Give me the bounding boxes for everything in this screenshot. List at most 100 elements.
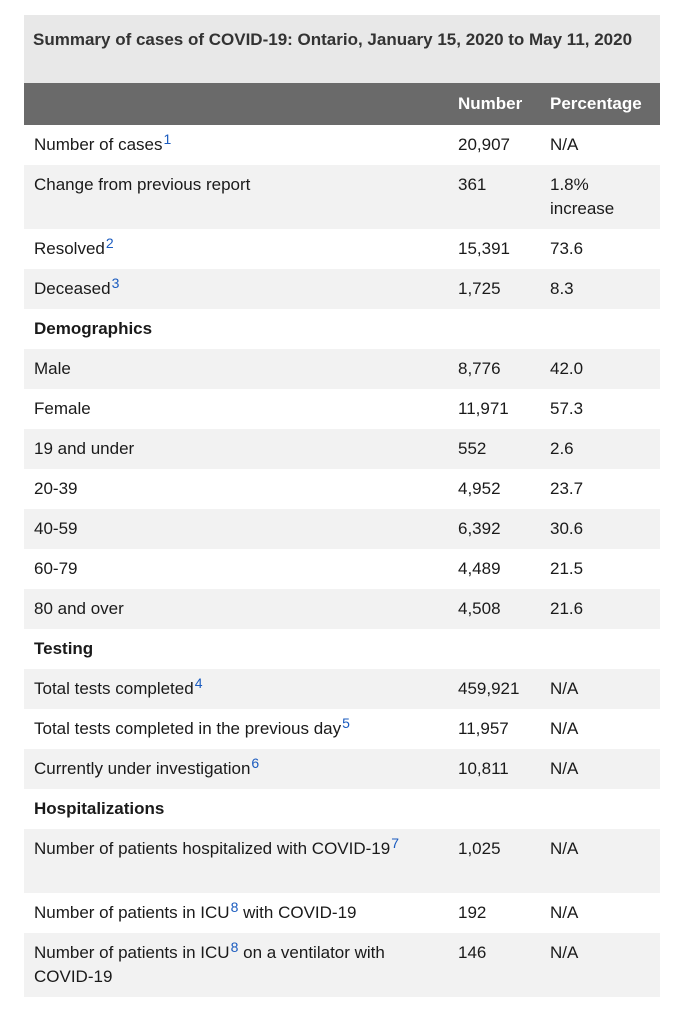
row-label-cell: Currently under investigation6 <box>24 749 448 789</box>
row-label-cell: Number of patients in ICU8 with COVID-19 <box>24 893 448 933</box>
row-label: Change from previous report <box>34 175 251 194</box>
footnote-link[interactable]: 8 <box>230 899 239 915</box>
row-percentage: 73.6 <box>542 229 660 269</box>
row-label-cell: Deceased3 <box>24 269 448 309</box>
table-row: 19 and under 552 2.6 <box>24 429 660 469</box>
row-label: 20-39 <box>34 479 78 498</box>
row-number: 146 <box>448 933 542 997</box>
row-number: 361 <box>448 165 542 229</box>
section-header-row: Testing <box>24 629 660 669</box>
row-label: 80 and over <box>34 599 124 618</box>
row-label: 40-59 <box>34 519 78 538</box>
row-label-cell: 20-39 <box>24 469 448 509</box>
row-number: 10,811 <box>448 749 542 789</box>
row-label: 60-79 <box>34 559 78 578</box>
table-row: Currently under investigation6 10,811 N/A <box>24 749 660 789</box>
row-label: Number of cases <box>34 135 163 154</box>
row-percentage: 42.0 <box>542 349 660 389</box>
row-label-continuation: with COVID-19 <box>238 903 357 922</box>
table-caption: Summary of cases of COVID-19: Ontario, J… <box>24 15 660 83</box>
section-title: Testing <box>24 629 660 669</box>
row-label-continuation: on a ventilator with COVID-19 <box>34 943 385 986</box>
row-label: Total tests completed in the previous da… <box>34 719 342 738</box>
footnote-link[interactable]: 7 <box>391 835 400 851</box>
row-percentage: 2.6 <box>542 429 660 469</box>
table-row: 20-39 4,952 23.7 <box>24 469 660 509</box>
row-label-cell: Number of patients in ICU8 on a ventilat… <box>24 933 448 997</box>
row-percentage: N/A <box>542 829 660 893</box>
row-label: 19 and under <box>34 439 135 458</box>
row-label: Male <box>34 359 71 378</box>
row-number: 11,971 <box>448 389 542 429</box>
row-percentage: N/A <box>542 709 660 749</box>
footnote-link[interactable]: 8 <box>230 939 239 955</box>
row-number: 20,907 <box>448 125 542 165</box>
row-number: 8,776 <box>448 349 542 389</box>
row-label-cell: Change from previous report <box>24 165 448 229</box>
row-label-cell: Resolved2 <box>24 229 448 269</box>
footnote-link[interactable]: 2 <box>105 235 114 251</box>
row-percentage: 23.7 <box>542 469 660 509</box>
row-label: Number of patients hospitalized with COV… <box>34 839 391 858</box>
table-row: Number of patients in ICU8 with COVID-19… <box>24 893 660 933</box>
row-number: 11,957 <box>448 709 542 749</box>
header-label <box>24 83 448 125</box>
row-percentage: N/A <box>542 749 660 789</box>
footnote-link[interactable]: 3 <box>111 275 120 291</box>
row-label-cell: Male <box>24 349 448 389</box>
row-number: 192 <box>448 893 542 933</box>
covid-summary-table-container: Summary of cases of COVID-19: Ontario, J… <box>24 15 660 997</box>
row-percentage: N/A <box>542 933 660 997</box>
table-body: Number of cases1 20,907 N/A Change from pre… <box>24 125 660 997</box>
row-number: 4,489 <box>448 549 542 589</box>
row-label-cell: 60-79 <box>24 549 448 589</box>
footnote-link[interactable]: 6 <box>251 755 260 771</box>
footnote-link[interactable]: 1 <box>163 131 172 147</box>
table-header-row: Number Percentage <box>24 83 660 125</box>
row-label-cell: Number of cases1 <box>24 125 448 165</box>
row-label-cell: 19 and under <box>24 429 448 469</box>
row-label-cell: Number of patients hospitalized with COV… <box>24 829 448 893</box>
row-percentage: 8.3 <box>542 269 660 309</box>
row-number: 552 <box>448 429 542 469</box>
row-percentage: 21.6 <box>542 589 660 629</box>
row-number: 4,952 <box>448 469 542 509</box>
row-label: Number of patients in ICU <box>34 943 230 962</box>
section-header-row: Hospitalizations <box>24 789 660 829</box>
covid-summary-table: Number Percentage Number of cases1 20,907… <box>24 83 660 997</box>
table-row: Total tests completed4 459,921 N/A <box>24 669 660 709</box>
row-label-cell: Total tests completed4 <box>24 669 448 709</box>
row-label: Resolved <box>34 239 105 258</box>
table-row: Female 11,971 57.3 <box>24 389 660 429</box>
row-percentage: N/A <box>542 669 660 709</box>
section-title: Hospitalizations <box>24 789 660 829</box>
header-percentage: Percentage <box>542 83 660 125</box>
row-label: Number of patients in ICU <box>34 903 230 922</box>
row-number: 15,391 <box>448 229 542 269</box>
row-percentage: 57.3 <box>542 389 660 429</box>
row-label: Female <box>34 399 91 418</box>
row-label-cell: Total tests completed in the previous da… <box>24 709 448 749</box>
row-number: 4,508 <box>448 589 542 629</box>
table-row: Male 8,776 42.0 <box>24 349 660 389</box>
footnote-link[interactable]: 5 <box>342 715 350 731</box>
row-percentage: 21.5 <box>542 549 660 589</box>
row-number: 459,921 <box>448 669 542 709</box>
row-label-cell: Female <box>24 389 448 429</box>
row-label-cell: 80 and over <box>24 589 448 629</box>
row-percentage: 30.6 <box>542 509 660 549</box>
row-percentage: N/A <box>542 125 660 165</box>
table-row: 60-79 4,489 21.5 <box>24 549 660 589</box>
row-label: Currently under investigation <box>34 759 251 778</box>
table-row: 80 and over 4,508 21.6 <box>24 589 660 629</box>
row-percentage: 1.8% increase <box>542 165 660 229</box>
table-row: 40-59 6,392 30.6 <box>24 509 660 549</box>
row-label: Total tests completed <box>34 679 194 698</box>
table-row: Deceased3 1,725 8.3 <box>24 269 660 309</box>
table-row: Resolved2 15,391 73.6 <box>24 229 660 269</box>
table-row: Number of patients in ICU8 on a ventilat… <box>24 933 660 997</box>
table-row: Number of patients hospitalized with COV… <box>24 829 660 893</box>
footnote-link[interactable]: 4 <box>194 675 203 691</box>
row-number: 1,725 <box>448 269 542 309</box>
section-title: Demographics <box>24 309 660 349</box>
